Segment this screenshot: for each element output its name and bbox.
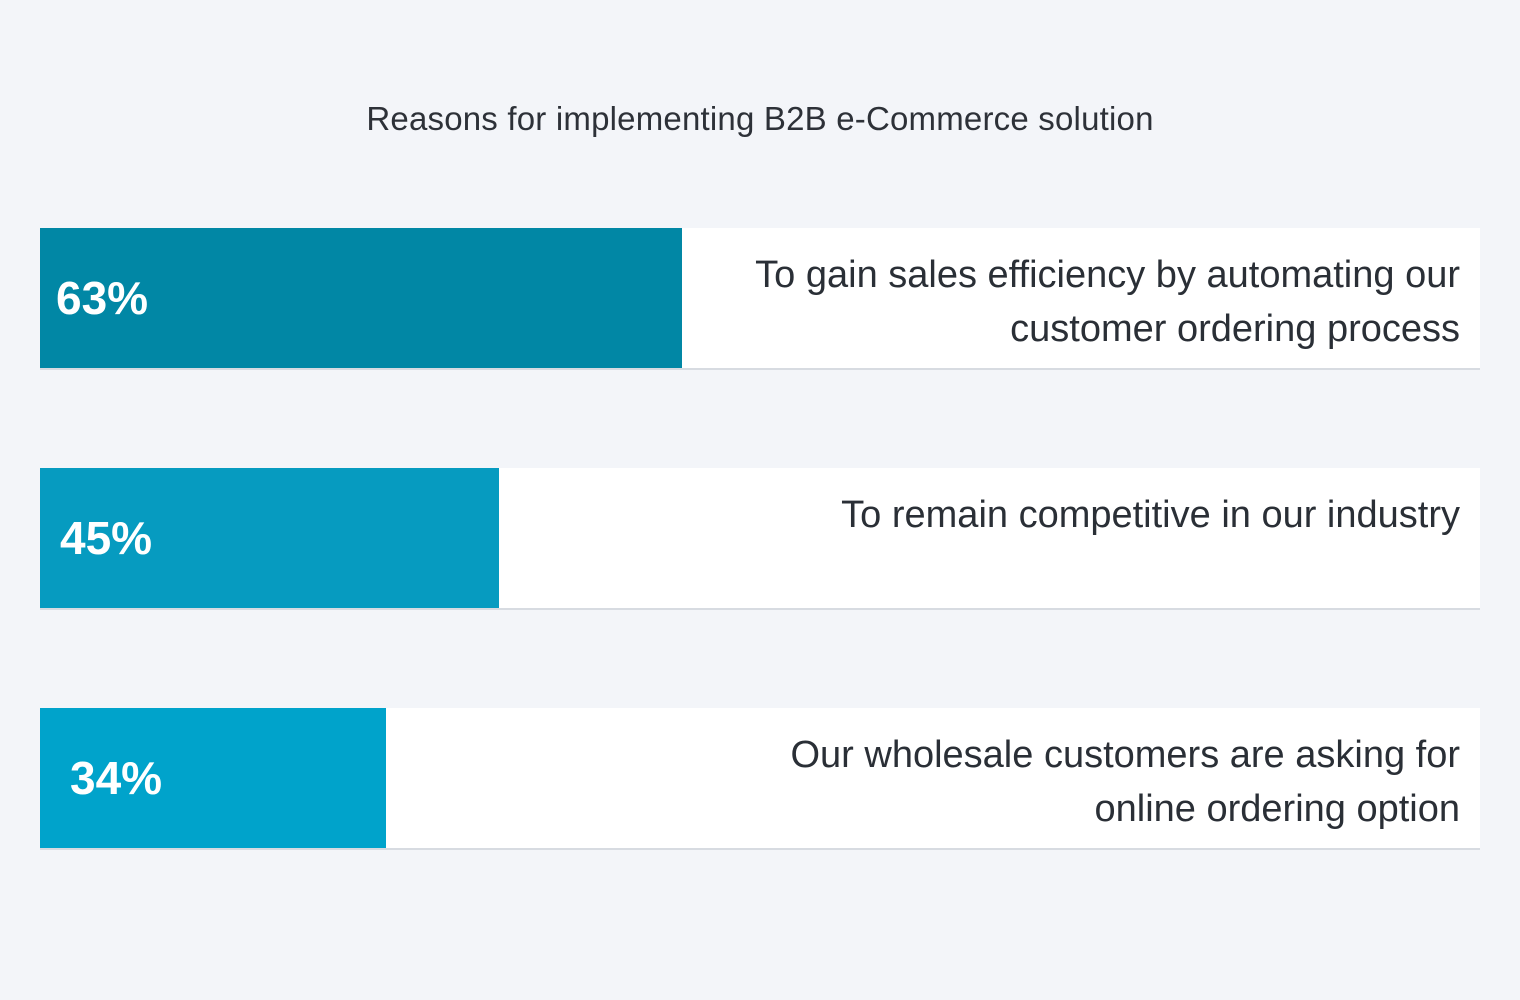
bar-value-label: 45% xyxy=(60,512,153,564)
bar-chart: 63% To gain sales efficiency by automati… xyxy=(40,228,1480,948)
chart-title: Reasons for implementing B2B e-Commerce … xyxy=(366,100,1154,137)
category-label: To remain competitive in our industry xyxy=(841,494,1460,536)
bar-row: 34% Our wholesale customers are asking f… xyxy=(40,708,1480,848)
category-label: To gain sales efficiency by automating o… xyxy=(755,254,1460,350)
bar-row: 63% To gain sales efficiency by automati… xyxy=(40,228,1480,368)
bar xyxy=(40,708,386,848)
bar-value-label: 63% xyxy=(56,272,149,324)
bar xyxy=(40,468,499,608)
bar-row: 45% To remain competitive in our industr… xyxy=(40,468,1480,608)
bar-value-label: 34% xyxy=(70,752,163,804)
bar xyxy=(40,228,682,368)
category-label: Our wholesale customers are asking for o… xyxy=(790,734,1460,830)
